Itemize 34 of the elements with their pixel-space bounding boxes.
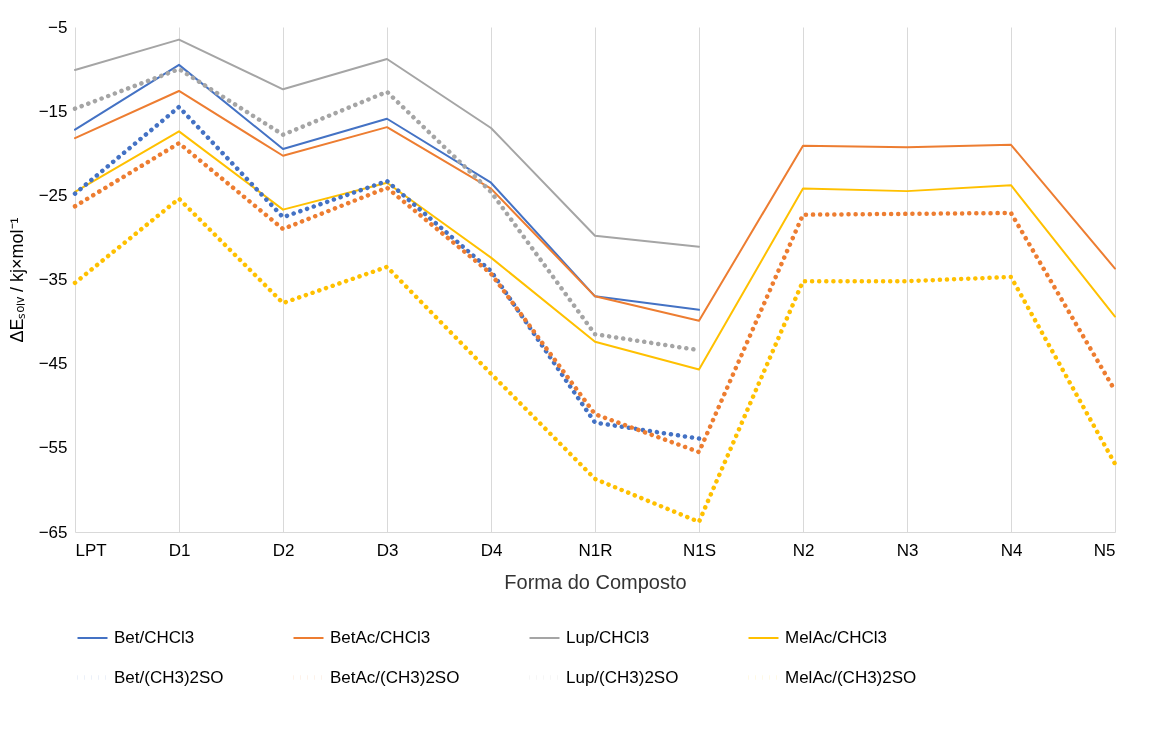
line-series [72,104,702,441]
legend-label: Bet/CHCl3 [114,628,195,647]
x-axis-title: Forma do Composto [504,570,687,593]
y-tick-label: −45 [38,354,68,374]
line-series [72,196,1118,525]
legend-label: MelAc/CHCl3 [785,628,888,647]
y-tick-label: −35 [38,270,68,289]
y-tick-label: −15 [38,101,68,121]
y-tick-label: −25 [38,185,68,205]
x-tick-label: D3 [376,540,399,560]
line-series [74,130,1116,371]
legend-label: Lup/CHCl3 [566,628,650,647]
x-tick-label: N4 [1000,540,1023,560]
line-series [74,38,700,248]
line-series [74,63,700,311]
x-tick-label: N2 [792,540,815,560]
legend-label: BetAc/(CH3)2SO [330,667,460,687]
x-tick-label: D4 [480,540,503,560]
y-tick-label: −55 [38,438,68,458]
line-series [74,89,1116,322]
x-tick-label: D2 [272,540,295,560]
x-tick-label: N1R [578,540,613,560]
legend-label: Lup/(CH3)2SO [566,667,679,687]
x-tick-label: N1S [682,540,717,560]
legend-label: BetAc/CHCl3 [330,628,431,647]
x-tick-label: LPT [75,540,107,560]
legend-label: Bet/(CH3)2SO [114,667,224,687]
legend-label: MelAc/(CH3)2SO [785,667,917,687]
x-tick-label: D1 [168,540,191,560]
y-tick-label: −5 [48,17,68,37]
x-tick-label: N5 [1093,540,1116,560]
y-tick-label: −65 [38,522,68,542]
x-tick-label: N3 [896,540,919,560]
y-axis-title: ΔEₛₒₗᵥ / kj×mol⁻¹ [6,217,27,343]
